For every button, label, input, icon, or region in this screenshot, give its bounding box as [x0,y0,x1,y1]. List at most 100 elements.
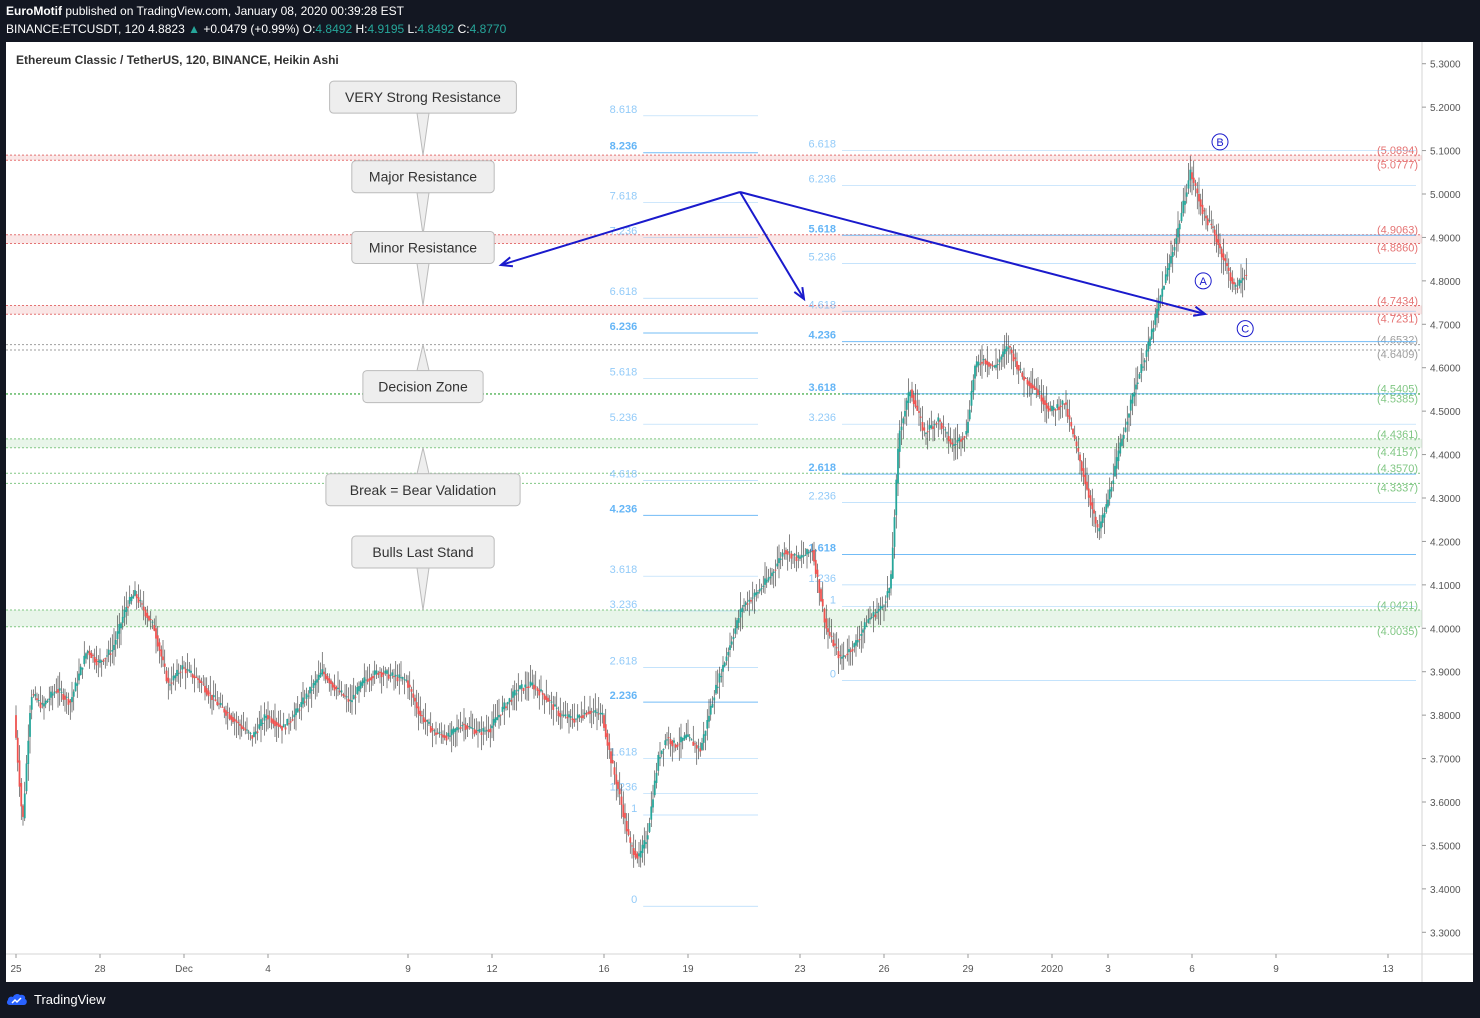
callout-pointer [416,112,430,156]
candle-body [571,718,574,721]
candle-body [1040,394,1043,402]
candle-body [512,691,514,698]
y-tick-label: 3.4000 [1430,885,1461,896]
candle-body [869,617,871,620]
candle-body [863,622,866,630]
candle-body [1000,356,1003,360]
candle-body [694,743,696,745]
candle-body [349,699,352,701]
candle-body [1021,372,1024,377]
callout-text: Decision Zone [378,379,468,395]
candle-body [1094,516,1097,524]
candle-body [1019,368,1022,370]
candle-body [195,676,198,678]
candle-body [55,691,58,693]
candle-body [338,690,341,693]
candle-body [716,686,719,688]
candle-body [561,714,563,716]
candle-body [1005,346,1008,352]
candle-body [1152,327,1155,332]
candle-body [160,649,163,657]
price-chart[interactable]: Ethereum Classic / TetherUS, 120, BINANC… [6,42,1473,982]
candle-body [1051,405,1053,412]
candle-body [1112,480,1115,484]
candle-body [319,672,322,678]
candle-body [370,677,373,681]
support-zone [6,438,1422,448]
callout-box [351,160,495,194]
candle-body [545,696,548,701]
candle-body [580,716,583,718]
x-tick-label: 26 [878,964,890,975]
candle-body [660,750,663,755]
candle-body [260,719,262,726]
candle-body [674,744,677,748]
candle-body [1122,434,1125,439]
candle-body [326,676,329,681]
tradingview-logo[interactable]: TradingView [6,991,106,1007]
symbol-text: BINANCE:ETCUSDT, 120 [6,22,145,36]
candle-body [741,607,744,612]
candle-body [1105,504,1108,513]
candle-body [202,683,205,685]
candle-body [1226,262,1228,267]
up-triangle-icon: ▲ [188,22,200,36]
candle-body [853,643,856,648]
candle-body [316,679,318,683]
candle-body [211,694,213,701]
candle-body [410,689,413,692]
candle-body [611,760,614,764]
candle-body [100,660,103,662]
candle-body [582,715,584,719]
candle-body [811,551,814,553]
candle-body [1024,378,1027,380]
candle-body [925,432,927,434]
candle-body [753,592,756,597]
candle-body [797,555,800,558]
candle-body [1149,338,1151,346]
candle-body [169,684,171,686]
publisher-name[interactable]: EuroMotif [6,4,62,18]
candle-body [268,716,271,718]
candle-body [30,696,33,710]
candle-body [16,737,19,763]
candle-body [335,686,338,689]
candle-body [617,781,619,790]
candle-body [190,670,192,673]
candle-body [1044,400,1046,406]
candle-body [751,597,754,599]
candle-body [330,680,332,684]
candle-body [302,697,304,705]
fib-set-1-label: 1 [631,803,637,815]
candle-body [440,734,443,736]
candle-body [1054,408,1057,411]
callout-box [351,535,495,569]
candle-body [366,679,369,682]
candle-body [342,693,345,696]
candle-body [655,772,658,783]
last-price: 4.8823 [148,22,185,36]
candle-body [265,715,268,718]
candle-body [43,703,45,707]
candle-body [737,617,740,623]
candle-body [713,697,716,701]
chart-area[interactable]: Ethereum Classic / TetherUS, 120, BINANC… [6,42,1473,982]
candle-body [909,391,912,397]
candle-body [1198,194,1200,202]
candle-body [529,681,532,686]
candle-body [475,730,478,734]
candle-body [631,845,633,847]
candle-body [174,675,177,679]
fib-set-2-label: 6.236 [808,173,836,185]
candle-body [893,517,896,547]
high-label: H: [355,22,368,36]
candle-body [618,788,621,795]
candle-body [886,591,889,598]
callout-text: Bulls Last Stand [372,544,473,560]
high-value: 4.9195 [367,22,405,36]
candle-body [667,737,670,739]
candle-body [23,793,26,819]
candle-body [429,726,432,733]
candle-body [793,553,796,556]
fib-set-1-label: 3.236 [610,599,638,611]
